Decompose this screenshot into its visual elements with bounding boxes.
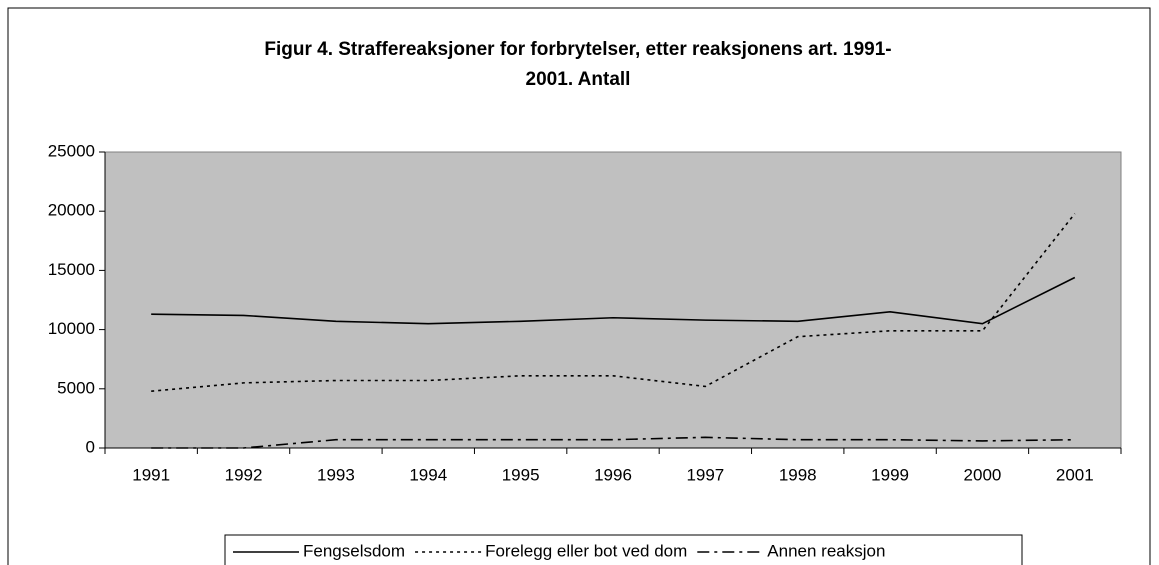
- y-tick-label: 25000: [48, 141, 95, 160]
- series-line: [151, 213, 1076, 392]
- legend: [224, 534, 1023, 565]
- x-tick-label: 1995: [502, 465, 540, 484]
- series-line: [151, 276, 1076, 325]
- x-tick-label: 1993: [317, 465, 355, 484]
- y-tick-label: 20000: [48, 201, 95, 220]
- y-tick-label: 15000: [48, 260, 95, 279]
- plot-area: [104, 151, 1122, 449]
- x-tick-label: 1998: [779, 465, 817, 484]
- x-tick-label: 1994: [409, 465, 447, 484]
- legend-label: Fengselsdom: [303, 541, 405, 560]
- y-tick-label: 10000: [48, 319, 95, 338]
- y-tick-label: 5000: [57, 378, 95, 397]
- x-tick-label: 2001: [1056, 465, 1094, 484]
- x-tick-label: 1992: [225, 465, 263, 484]
- x-tick-label: 1997: [686, 465, 724, 484]
- y-tick-label: 0: [86, 437, 95, 456]
- x-tick-label: 2000: [964, 465, 1002, 484]
- series-line: [151, 436, 1075, 449]
- x-tick-label: 1999: [871, 465, 909, 484]
- chart-title: Figur 4. Straffereaksjoner for forbrytel…: [264, 39, 891, 60]
- chart-title: 2001. Antall: [526, 69, 631, 90]
- legend-label: Forelegg eller bot ved dom: [485, 541, 687, 560]
- x-tick-label: 1996: [594, 465, 632, 484]
- x-tick-label: 1991: [132, 465, 170, 484]
- legend-label: Annen reaksjon: [767, 541, 885, 560]
